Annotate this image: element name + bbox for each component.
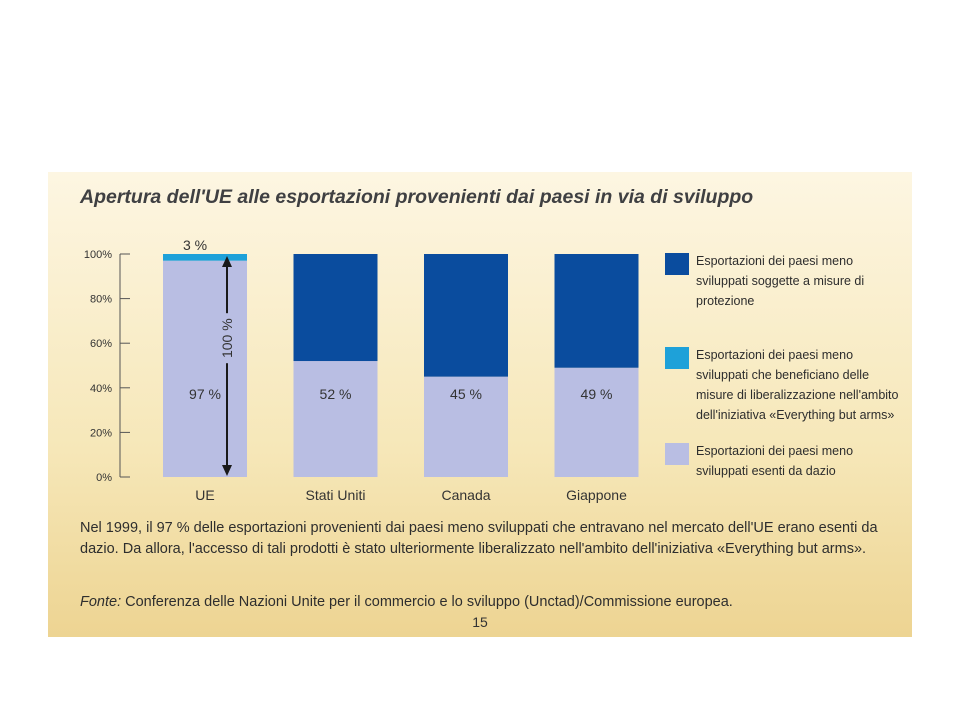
arrow-label: 100 % [219,318,235,358]
span-arrow-head-bottom [222,465,232,476]
data-label: 52 % [320,386,352,402]
y-tick-label: 40% [90,383,112,395]
y-tick-label: 60% [90,338,112,350]
bar-segment [554,254,639,368]
span-arrow-head-top [222,256,232,267]
bar-segment [424,254,508,377]
legend-label-protected: Esportazioni dei paesi meno sviluppati s… [696,254,865,308]
legend-swatch-protected [665,253,689,275]
page-number: 15 [472,614,488,630]
y-tick-label: 80% [90,294,112,306]
top-data-label: 3 % [183,237,207,253]
chart-source: Fonte: Conferenza delle Nazioni Unite pe… [80,594,900,610]
arrow-label-background [218,313,236,364]
x-category-label: Canada [441,487,490,503]
x-category-label: Giappone [566,487,627,503]
y-tick-label: 20% [90,427,112,439]
bar-segment [293,254,378,362]
legend-label-duty-free: Esportazioni dei paesi meno sviluppati e… [696,444,854,478]
bar-segment [293,361,378,477]
data-label: 45 % [450,386,482,402]
chart-title: Apertura dell'UE alle esportazioni prove… [80,186,754,208]
source-label: Fonte: [80,594,122,610]
x-category-label: UE [195,487,214,503]
legend-swatch-eba [665,347,689,369]
x-category-label: Stati Uniti [306,487,366,503]
chart-note: Nel 1999, il 97 % delle esportazioni pro… [80,520,878,557]
data-label: 49 % [581,386,613,402]
legend-swatch-duty-free [665,443,689,465]
bar-segment [163,254,247,261]
bar-segment [554,367,639,477]
data-label: 97 % [189,386,221,402]
source-text: Conferenza delle Nazioni Unite per il co… [125,594,733,610]
y-tick-label: 100% [84,249,112,261]
bar-segment [163,260,247,477]
bar-segment [424,376,508,477]
legend-label-eba: Esportazioni dei paesi meno sviluppati c… [696,348,899,422]
y-tick-label: 0% [96,472,112,484]
